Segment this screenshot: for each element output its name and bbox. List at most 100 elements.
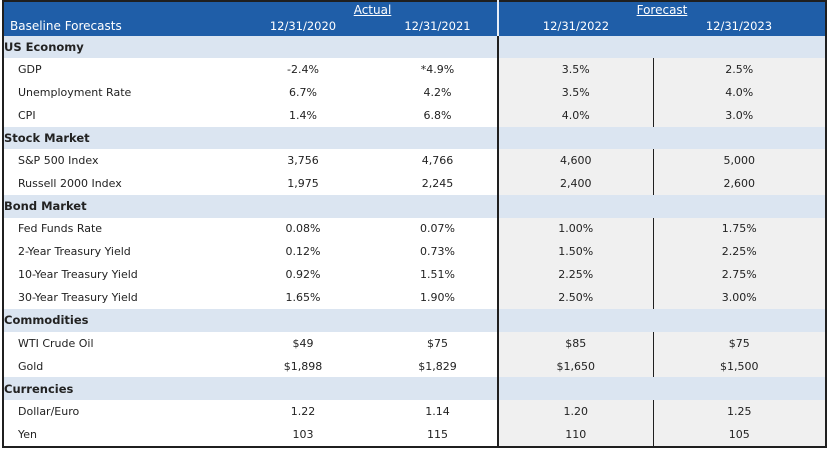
value-2022: 110 [497, 422, 653, 447]
table-row: 30-Year Treasury Yield 1.65% 1.90% 2.50% 3.0… [3, 286, 826, 310]
column-date-2023: 12/31/2023 [653, 17, 826, 36]
table-body: Actual Forecast Baseline Forecasts 12/31… [3, 1, 826, 447]
section-forecast-band [497, 377, 826, 400]
section-forecast-band [497, 35, 826, 59]
table-row: Gold $1,898 $1,829 $1,650 $1,500 [3, 354, 826, 378]
value-2022: 2.25% [497, 263, 653, 287]
value-2021: *4.9% [420, 63, 455, 77]
section-header-commodities: Commodities [3, 309, 826, 332]
section-header-bond-market: Bond Market [3, 195, 826, 218]
table-row: WTI Crude Oil $49 $75 $85 $75 [3, 331, 826, 355]
value-2021: 1.51% [420, 268, 455, 282]
value-2022: 1.20 [497, 399, 653, 423]
section-forecast-band [497, 309, 826, 332]
value-2021: 115 [427, 427, 448, 441]
value-2023: 1.25 [652, 399, 826, 423]
value-2021: 1.14 [425, 404, 450, 418]
value-2022: 4.0% [497, 103, 653, 127]
table-row: 2-Year Treasury Yield 0.12% 0.73% 1.50% 2.25… [3, 240, 826, 264]
value-2021: 4.2% [423, 85, 452, 99]
value-2023: 105 [652, 422, 826, 447]
value-2022: 2.50% [497, 286, 653, 310]
value-2020: 1.65% [285, 291, 321, 305]
row-label: WTI Crude Oil [18, 336, 94, 350]
column-header-row: Baseline Forecasts 12/31/2020 12/31/2021… [3, 17, 826, 36]
section-forecast-band [497, 126, 826, 150]
value-2020: 1.4% [289, 108, 317, 122]
value-2021: 1.90% [420, 291, 455, 305]
row-label: 30-Year Treasury Yield [18, 291, 138, 305]
section-title: Bond Market [3, 195, 498, 218]
section-title: Commodities [3, 309, 498, 332]
section-header-currencies: Currencies [3, 377, 826, 400]
section-forecast-band [497, 195, 826, 218]
table-row: S&P 500 Index 3,756 4,766 4,600 5,000 [3, 149, 826, 173]
table-row: Dollar/Euro 1.22 1.14 1.20 1.25 [3, 399, 826, 423]
value-2021: 0.07% [420, 222, 455, 236]
column-date-2020: 12/31/2020 [248, 17, 358, 36]
value-2022: $85 [497, 331, 653, 355]
value-2023: 4.0% [652, 80, 826, 104]
value-2023: $1,500 [652, 354, 826, 378]
table-row: Russell 2000 Index 1,975 2,245 2,400 2,600 [3, 172, 826, 196]
value-2023: 2.75% [652, 263, 826, 287]
table-row: GDP -2.4% *4.9% 3.5% 2.5% [3, 58, 826, 81]
table-row: 10-Year Treasury Yield 0.92% 1.51% 2.25% 2.7… [3, 263, 826, 287]
forecast-group-label: Forecast [497, 1, 826, 18]
value-2021: 6.8% [423, 108, 452, 122]
value-2023: $75 [652, 331, 826, 355]
value-2023: 1.75% [652, 217, 826, 241]
row-label: 10-Year Treasury Yield [18, 268, 138, 282]
value-2020: -2.4% [287, 63, 319, 77]
row-label: Dollar/Euro [18, 404, 80, 418]
value-2020: 103 [292, 427, 314, 441]
value-2020: 1,975 [287, 177, 319, 191]
value-2023: 3.00% [652, 286, 826, 310]
row-label: 2-Year Treasury Yield [18, 245, 131, 259]
value-2021: 0.73% [420, 245, 455, 259]
value-2020: $49 [292, 336, 314, 350]
value-2021: $1,829 [418, 359, 457, 373]
column-date-2022: 12/31/2022 [497, 17, 653, 36]
section-title: Currencies [3, 377, 498, 400]
value-2021: $75 [427, 336, 448, 350]
value-2021: 2,245 [421, 177, 454, 191]
row-label: S&P 500 Index [18, 154, 99, 168]
section-header-us-economy: US Economy [3, 35, 826, 59]
value-2020: 0.92% [285, 268, 321, 282]
table-row: Unemployment Rate 6.7% 4.2% 3.5% 4.0% [3, 80, 826, 104]
value-2022: 1.50% [497, 240, 653, 264]
value-2022: 3.5% [497, 80, 653, 104]
actual-group-label: Actual [248, 1, 498, 18]
row-label: CPI [18, 108, 36, 122]
value-2020: 0.12% [285, 245, 321, 259]
value-2023: 2.5% [652, 58, 826, 81]
table-row: CPI 1.4% 6.8% 4.0% 3.0% [3, 103, 826, 127]
section-header-stock-market: Stock Market [3, 126, 826, 150]
value-2022: 2,400 [497, 172, 653, 196]
value-2020: $1,898 [283, 359, 323, 373]
row-label: Fed Funds Rate [18, 222, 103, 236]
value-2023: 3.0% [652, 103, 826, 127]
row-label: Yen [18, 427, 37, 441]
column-date-2021: 12/31/2021 [358, 17, 498, 36]
row-label: Gold [18, 359, 44, 373]
row-label: Russell 2000 Index [18, 177, 122, 191]
header-blank-cell [3, 1, 248, 18]
value-2023: 2,600 [652, 172, 826, 196]
table-title: Baseline Forecasts [3, 17, 248, 36]
row-label: Unemployment Rate [18, 85, 132, 99]
table-row: Yen 103 115 110 105 [3, 422, 826, 447]
value-2023: 2.25% [652, 240, 826, 264]
value-2020: 3,756 [287, 154, 319, 168]
value-2022: 4,600 [497, 149, 653, 173]
value-2023: 5,000 [652, 149, 826, 173]
table-row: Fed Funds Rate 0.08% 0.07% 1.00% 1.75% [3, 217, 826, 241]
value-2022: 1.00% [497, 217, 653, 241]
value-2020: 0.08% [285, 222, 321, 236]
group-header-row: Actual Forecast [3, 1, 826, 18]
value-2021: 4,766 [421, 154, 454, 168]
value-2022: 3.5% [497, 58, 653, 81]
value-2020: 6.7% [289, 85, 317, 99]
